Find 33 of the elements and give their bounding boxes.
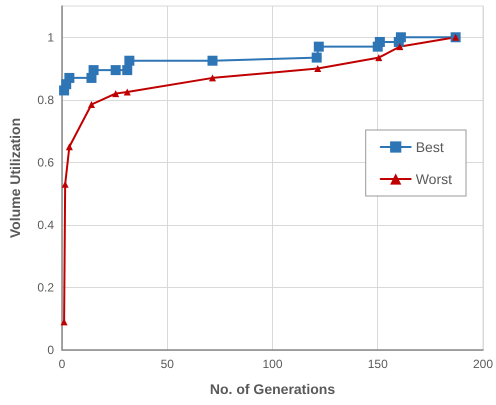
y-axis-title: Volume Utilization — [7, 118, 23, 238]
x-axis-title: No. of Generations — [210, 381, 336, 397]
y-tick-label: 0.8 — [37, 92, 54, 107]
point — [314, 65, 322, 72]
point — [88, 65, 99, 76]
point — [64, 72, 74, 83]
legend-label: Best — [416, 139, 444, 155]
point — [124, 88, 131, 96]
point — [88, 101, 95, 108]
point — [209, 74, 216, 82]
y-tick-label: 0 — [47, 343, 54, 357]
x-tick-label: 150 — [368, 357, 388, 371]
point — [396, 43, 404, 50]
point — [124, 56, 134, 66]
legend-label: Worst — [416, 171, 452, 187]
x-tick-label: 50 — [160, 357, 174, 371]
y-tick-label: 0.2 — [37, 280, 54, 294]
point — [312, 52, 322, 63]
x-tick-label: 100 — [262, 357, 283, 371]
point — [375, 54, 382, 62]
point — [396, 32, 406, 42]
point — [66, 143, 73, 150]
point — [110, 65, 121, 76]
point — [208, 56, 218, 66]
x-tick-label: 200 — [472, 357, 494, 371]
point — [112, 90, 120, 98]
point — [122, 65, 132, 76]
y-tick-label: 0.4 — [37, 218, 54, 232]
point — [374, 36, 385, 47]
y-tick-label: 1 — [47, 30, 54, 44]
point — [314, 42, 324, 52]
y-tick-label: 0.6 — [37, 155, 54, 170]
x-tick-label: 0 — [58, 357, 66, 371]
